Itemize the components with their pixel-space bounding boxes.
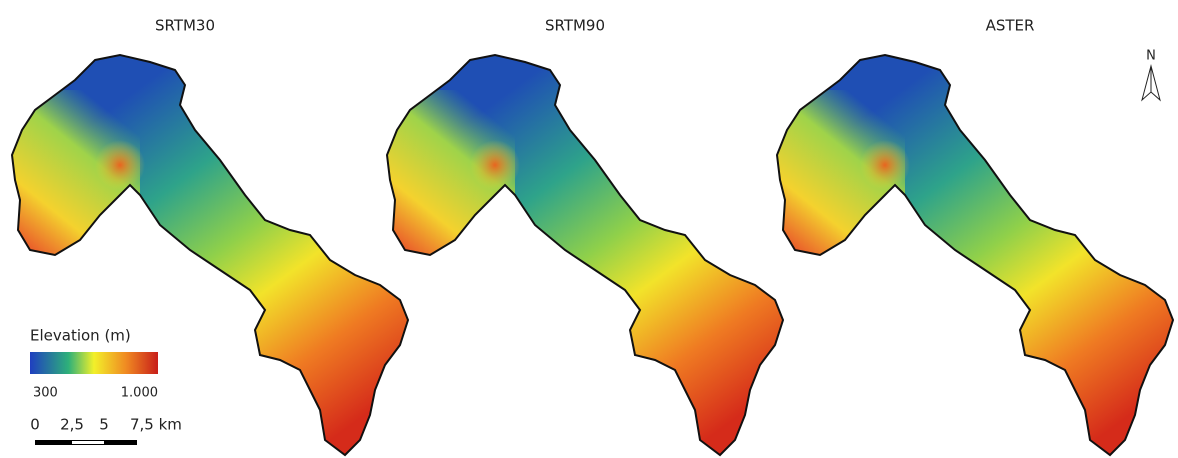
legend-min: 300	[33, 386, 58, 401]
basin-map	[375, 40, 795, 458]
north-arrow: N	[1142, 49, 1160, 101]
panel-title: SRTM90	[545, 17, 605, 35]
scale-label: 5	[99, 416, 109, 434]
basin-map	[0, 40, 420, 458]
panel-title: SRTM30	[155, 17, 215, 35]
scale-label: 7,5 km	[130, 416, 182, 434]
panel-title: ASTER	[986, 17, 1035, 35]
legend: Elevation (m) 300 1.000	[30, 327, 158, 401]
scale-bar: 0 2,5 5 7,5 km	[30, 416, 182, 446]
panel-srtm30: SRTM30	[0, 17, 420, 458]
color-bar	[30, 352, 158, 374]
north-label: N	[1146, 49, 1156, 64]
legend-max: 1.000	[121, 386, 158, 401]
panel-aster: ASTER	[765, 17, 1178, 458]
panel-srtm90: SRTM90	[375, 17, 795, 458]
scale-label: 2,5	[60, 416, 84, 434]
scale-bar-segment	[72, 441, 104, 444]
scale-label: 0	[30, 416, 40, 434]
legend-title: Elevation (m)	[30, 327, 131, 345]
basin-map	[765, 40, 1178, 458]
map-figure: SRTM30 SRTM90 ASTER Elevation (m) 300 1.…	[0, 0, 1178, 458]
